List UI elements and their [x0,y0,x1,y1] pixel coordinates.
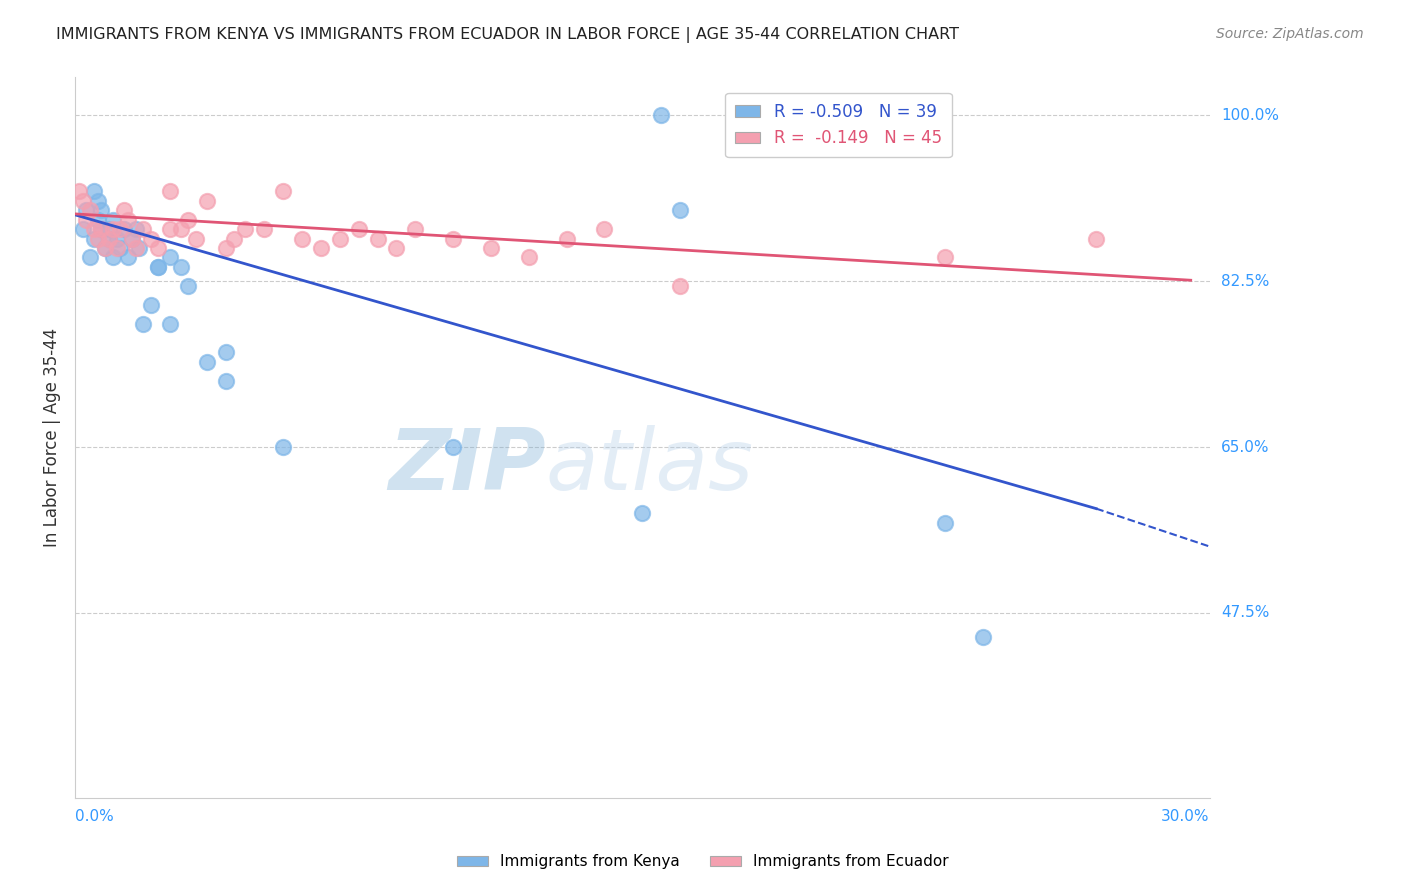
Text: IMMIGRANTS FROM KENYA VS IMMIGRANTS FROM ECUADOR IN LABOR FORCE | AGE 35-44 CORR: IMMIGRANTS FROM KENYA VS IMMIGRANTS FROM… [56,27,959,43]
Point [593,222,616,236]
Point [67,184,90,198]
Point [101,212,124,227]
Point [121,231,143,245]
Point [215,241,238,255]
Point [170,260,193,274]
Point [139,298,162,312]
Point [347,222,370,236]
Point [148,241,170,255]
Point [101,251,124,265]
Point [139,231,162,245]
Point [94,241,117,255]
Point [86,194,108,208]
Point [98,231,121,245]
Point [101,222,124,236]
Point [132,222,155,236]
Text: ZIP: ZIP [388,425,546,508]
Point [159,184,181,198]
Point [86,212,108,227]
Point [94,241,117,255]
Point [934,251,956,265]
Point [184,231,207,245]
Point [75,212,97,227]
Point [124,222,146,236]
Point [117,212,139,227]
Point [271,440,294,454]
Point [112,203,135,218]
Text: 100.0%: 100.0% [1220,108,1279,123]
Legend: R = -0.509   N = 39, R =  -0.149   N = 45: R = -0.509 N = 39, R = -0.149 N = 45 [725,93,952,157]
Point [90,222,112,236]
Point [669,279,692,293]
Point [124,241,146,255]
Point [112,222,135,236]
Point [83,184,105,198]
Point [83,222,105,236]
Text: atlas: atlas [546,425,754,508]
Point [98,222,121,236]
Point [83,231,105,245]
Y-axis label: In Labor Force | Age 35-44: In Labor Force | Age 35-44 [44,328,60,547]
Text: 65.0%: 65.0% [1220,440,1270,455]
Point [98,231,121,245]
Point [934,516,956,530]
Point [159,317,181,331]
Point [479,241,502,255]
Point [128,241,150,255]
Point [555,231,578,245]
Text: 0.0%: 0.0% [75,809,114,824]
Point [132,317,155,331]
Point [631,507,654,521]
Point [86,231,108,245]
Point [110,222,132,236]
Point [121,231,143,245]
Point [105,241,128,255]
Point [159,222,181,236]
Point [271,184,294,198]
Point [177,279,200,293]
Point [79,251,101,265]
Point [222,231,245,245]
Point [148,260,170,274]
Point [367,231,389,245]
Text: 82.5%: 82.5% [1220,274,1270,289]
Point [291,231,314,245]
Legend: Immigrants from Kenya, Immigrants from Ecuador: Immigrants from Kenya, Immigrants from E… [451,848,955,875]
Point [105,231,128,245]
Point [170,222,193,236]
Point [441,440,464,454]
Text: Source: ZipAtlas.com: Source: ZipAtlas.com [1216,27,1364,41]
Point [233,222,256,236]
Point [72,194,94,208]
Point [110,241,132,255]
Point [404,222,426,236]
Text: 47.5%: 47.5% [1220,606,1270,620]
Point [177,212,200,227]
Point [148,260,170,274]
Point [441,231,464,245]
Point [309,241,332,255]
Point [72,222,94,236]
Point [215,345,238,359]
Point [215,374,238,388]
Point [650,108,672,122]
Point [195,355,218,369]
Point [517,251,540,265]
Point [117,251,139,265]
Point [90,222,112,236]
Point [159,251,181,265]
Point [75,203,97,218]
Point [1085,231,1108,245]
Text: 30.0%: 30.0% [1161,809,1209,824]
Point [253,222,276,236]
Point [385,241,408,255]
Point [329,231,352,245]
Point [90,203,112,218]
Point [972,630,994,644]
Point [79,203,101,218]
Point [669,203,692,218]
Point [195,194,218,208]
